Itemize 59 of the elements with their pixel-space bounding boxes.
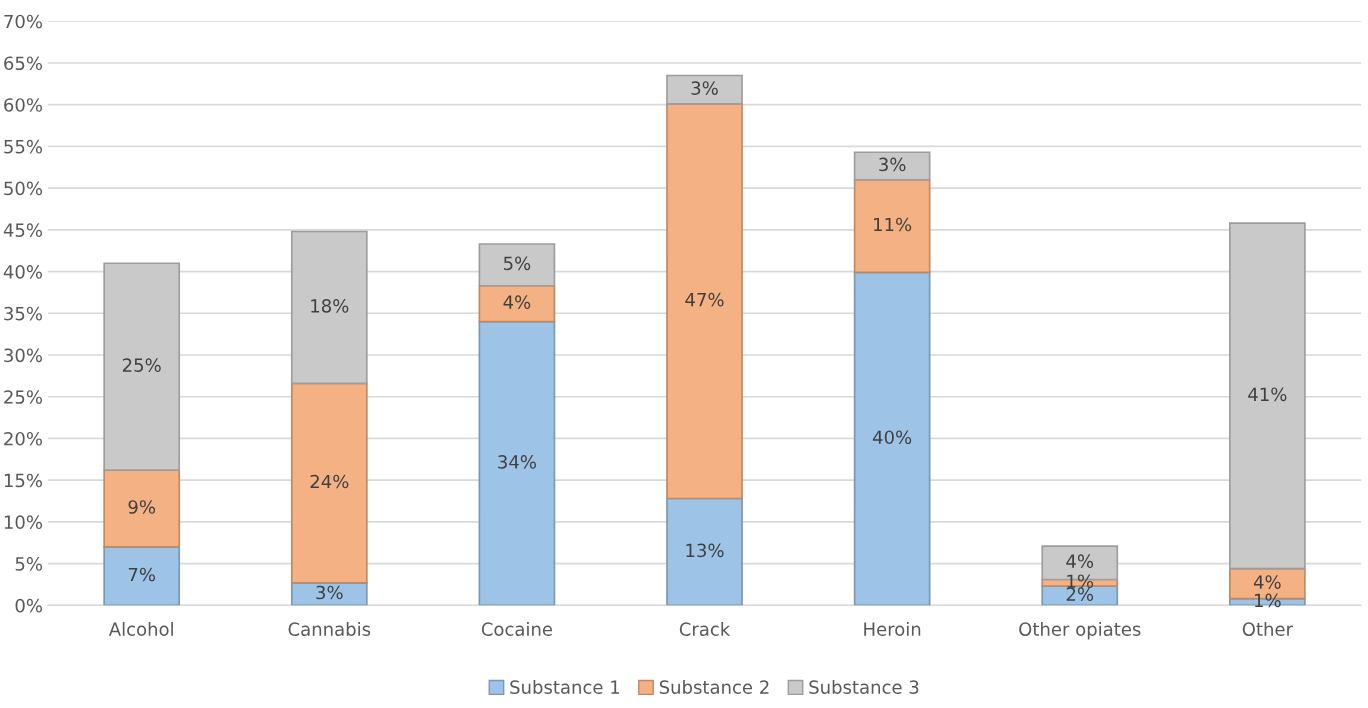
data-label: 24% <box>310 474 349 489</box>
bar <box>853 271 931 606</box>
x-tick-label: Heroin <box>864 622 921 636</box>
data-label: 2% <box>1066 587 1094 601</box>
legend-label: Substance 3 <box>809 680 919 694</box>
data-label: 41% <box>1248 387 1287 402</box>
data-label: 11% <box>874 217 912 232</box>
y-tick-label: 15% <box>4 473 43 488</box>
data-label: 47% <box>685 292 724 307</box>
x-tick-label: Cocaine <box>481 622 553 636</box>
data-label: 40% <box>872 430 912 445</box>
data-label: 9% <box>128 500 156 514</box>
bar <box>290 230 368 385</box>
x-tick-label: Crack <box>679 622 731 636</box>
bar <box>1228 222 1306 570</box>
y-tick-label: 40% <box>3 265 43 279</box>
bar <box>853 178 931 274</box>
bar <box>103 546 181 606</box>
y-tick-label: 25% <box>4 390 43 404</box>
data-label: 3% <box>691 81 718 95</box>
y-tick-label: 55% <box>4 139 43 154</box>
y-tick-label: 50% <box>4 181 43 196</box>
data-label: 7% <box>128 567 156 582</box>
bar <box>853 151 931 181</box>
y-tick-label: 20% <box>4 431 43 446</box>
y-tick-label: 0% <box>15 598 43 613</box>
y-tick-label: 65% <box>4 56 43 71</box>
bar <box>103 469 181 548</box>
bar <box>666 497 743 606</box>
bar <box>290 382 368 584</box>
bar <box>478 243 556 287</box>
x-tick-label: Alcohol <box>108 622 173 636</box>
bar <box>666 103 743 500</box>
data-label: 4% <box>503 295 531 309</box>
legend-label: Substance 2 <box>659 680 769 694</box>
data-label: 4% <box>1253 575 1281 589</box>
data-label: 1% <box>1067 574 1094 589</box>
data-label: 4% <box>1066 554 1094 569</box>
bar <box>103 262 181 471</box>
data-label: 5% <box>503 256 531 271</box>
data-label: 13% <box>686 543 724 558</box>
x-tick-label: Other opiates <box>1019 622 1141 640</box>
data-label: 25% <box>122 358 161 372</box>
y-tick-label: 5% <box>15 557 43 571</box>
data-label: 3% <box>316 585 343 600</box>
bar <box>666 74 743 105</box>
bar <box>478 320 556 606</box>
data-label: 18% <box>311 299 349 313</box>
y-tick-label: 30% <box>4 348 43 363</box>
x-tick-label: Other <box>1242 622 1293 636</box>
x-tick-label: Cannabis <box>288 622 371 636</box>
data-label: 34% <box>498 455 536 469</box>
y-tick-label: 45% <box>3 223 43 237</box>
y-tick-label: 10% <box>4 515 43 530</box>
data-label: 3% <box>879 157 906 172</box>
legend-label: Substance 1 <box>510 680 620 694</box>
y-tick-label: 60% <box>4 98 43 112</box>
y-tick-label: 70% <box>4 14 43 29</box>
y-tick-label: 35% <box>4 306 43 321</box>
